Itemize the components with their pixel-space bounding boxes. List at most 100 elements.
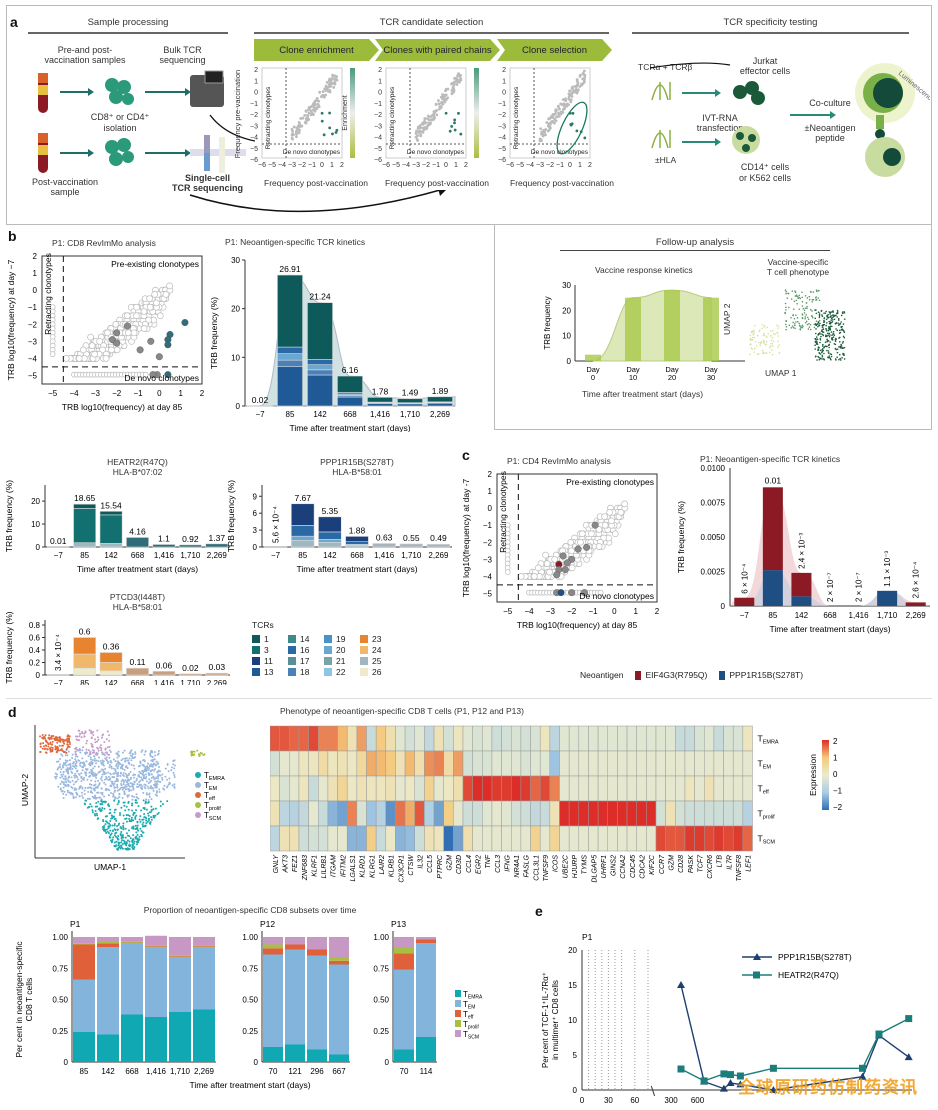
heatmap-cell bbox=[433, 775, 444, 802]
umap-point bbox=[101, 803, 104, 806]
bar-segment bbox=[762, 487, 783, 571]
umap-point bbox=[155, 785, 158, 788]
umap-point bbox=[48, 734, 51, 737]
mini-point bbox=[414, 132, 418, 135]
umap-point bbox=[841, 347, 844, 349]
data-label: 0.49 bbox=[430, 533, 447, 543]
legend-swatch bbox=[195, 772, 201, 778]
y-label: TRB log10(frequency) at day -7 bbox=[461, 478, 471, 597]
umap-point bbox=[75, 738, 78, 741]
bar-segment bbox=[291, 535, 315, 541]
area-flow bbox=[592, 289, 712, 362]
umap-point bbox=[148, 795, 151, 798]
umap-point bbox=[66, 767, 69, 770]
umap-point bbox=[133, 773, 136, 776]
umap-point bbox=[827, 340, 830, 342]
bar-segment bbox=[345, 536, 369, 543]
bar-segment bbox=[394, 947, 414, 954]
umap-point bbox=[108, 766, 111, 769]
umap-point bbox=[157, 775, 160, 778]
mini-point bbox=[565, 104, 569, 108]
umap-point bbox=[120, 765, 123, 768]
umap-point bbox=[132, 834, 135, 837]
legend-label: 3 bbox=[264, 645, 269, 655]
heatmap-cell bbox=[270, 725, 280, 752]
umap-point bbox=[147, 817, 150, 820]
umap-point bbox=[62, 771, 65, 774]
heatmap-cell bbox=[346, 725, 358, 752]
umap-point bbox=[785, 290, 787, 293]
mini-point bbox=[561, 108, 565, 111]
umap-point bbox=[124, 760, 127, 763]
heatmap-cell bbox=[559, 750, 570, 777]
umap-point bbox=[790, 327, 793, 329]
bar-segment bbox=[307, 359, 333, 365]
mini-point-highlight bbox=[328, 126, 332, 130]
umap-point bbox=[839, 357, 841, 360]
umap-point bbox=[807, 328, 810, 330]
umap-point bbox=[792, 314, 794, 317]
umap-point bbox=[127, 778, 130, 781]
legend-swatch bbox=[635, 670, 642, 680]
heatmap-cell bbox=[588, 725, 599, 752]
mini-denovo-label: De novo clonotypes bbox=[283, 149, 341, 156]
mini-point bbox=[306, 113, 309, 117]
panel-d-letter: d bbox=[8, 704, 17, 720]
umap-point bbox=[785, 323, 787, 326]
y-tick: 0.50 bbox=[52, 996, 68, 1005]
mini-ytick: −2 bbox=[250, 112, 258, 119]
umap-point bbox=[791, 290, 794, 292]
mini-point bbox=[328, 77, 332, 81]
umap-point bbox=[771, 337, 774, 339]
umap-point bbox=[170, 769, 173, 772]
umap-point bbox=[116, 825, 119, 828]
umap-point bbox=[96, 753, 99, 756]
x-tick: 60 bbox=[630, 1096, 639, 1105]
umap-point bbox=[793, 317, 796, 320]
umap-point bbox=[835, 322, 837, 325]
x-tick: 668 bbox=[823, 611, 837, 620]
legend-swatch bbox=[324, 668, 332, 676]
legend-entry: EIF4G3(R795Q) bbox=[635, 670, 707, 680]
umap-point bbox=[96, 740, 99, 743]
umap-point bbox=[152, 816, 155, 819]
bar-segment bbox=[205, 543, 229, 548]
x-tick: 2,269 bbox=[428, 551, 449, 560]
umap-point bbox=[164, 767, 167, 770]
umap-point bbox=[765, 340, 768, 343]
umap-point bbox=[799, 325, 801, 327]
umap-point bbox=[128, 835, 131, 838]
mini-point bbox=[539, 127, 543, 131]
mini-point bbox=[446, 87, 450, 91]
umap-point bbox=[93, 765, 96, 768]
umap-point bbox=[769, 334, 772, 337]
panel-a-box bbox=[6, 5, 932, 225]
bar-segment bbox=[318, 539, 342, 543]
mini-xtick: 2 bbox=[464, 162, 468, 169]
mini-point bbox=[582, 69, 586, 73]
umap-point bbox=[817, 333, 820, 335]
x-tick: 300 bbox=[664, 1096, 678, 1105]
umap-point bbox=[62, 740, 65, 743]
mini-point bbox=[543, 130, 547, 134]
clonotype-point bbox=[112, 320, 120, 328]
y-tick: −4 bbox=[483, 572, 493, 581]
enrichment-label: Enrichment bbox=[342, 95, 349, 130]
bar-segment bbox=[97, 942, 119, 944]
clonotype-point bbox=[62, 355, 70, 362]
heatmap-cell bbox=[626, 775, 637, 802]
umap-point bbox=[784, 289, 787, 291]
mini-point-highlight bbox=[453, 118, 457, 122]
umap-point bbox=[138, 818, 141, 821]
highlight-point bbox=[553, 571, 561, 579]
mini-scatters: 210−1−2−3−4−5−6−6 −5 −4 −3 −2 −1 0 1 2De novo cl… bbox=[233, 67, 592, 169]
umap-point bbox=[83, 732, 86, 735]
clonotype-point bbox=[166, 282, 173, 290]
highlight-point bbox=[574, 545, 582, 553]
data-label: 5.35 bbox=[322, 506, 339, 516]
umap-point bbox=[133, 780, 136, 783]
heatmap-cell bbox=[356, 825, 367, 852]
umap-point bbox=[128, 820, 131, 823]
umap-point bbox=[105, 775, 108, 778]
column-label: GZM bbox=[447, 855, 454, 871]
